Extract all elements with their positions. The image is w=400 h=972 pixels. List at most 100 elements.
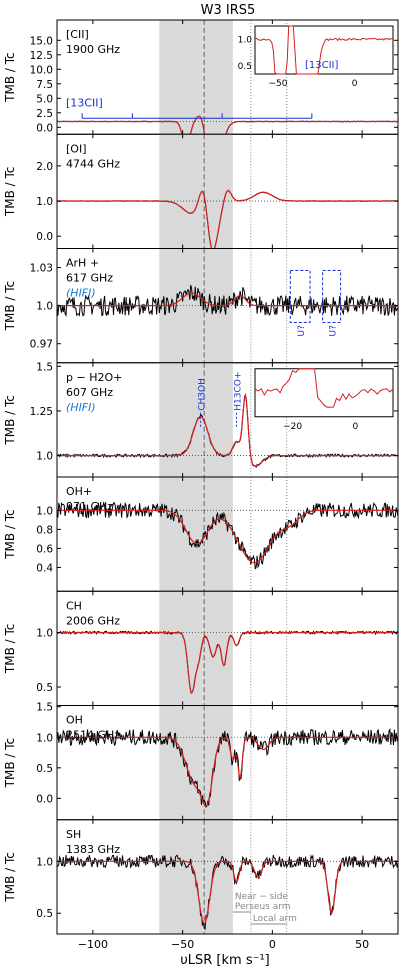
inset-x-tick-label: 0	[352, 422, 358, 432]
inset-x-tick-label: −50	[269, 79, 288, 89]
panel-7: 0.5 1.0 −100 −50 0 50 TMB / Tc SH 1383 GHz Near −…	[3, 819, 399, 951]
y-tick-label: 1.0	[36, 451, 53, 463]
species-label: [OI]	[66, 142, 87, 155]
y-tick-label: 0.0	[36, 231, 53, 243]
y-tick-label: 0.5	[36, 908, 53, 920]
shaded-velocity-band	[159, 705, 233, 820]
species-label: ArH +	[66, 257, 99, 270]
y-tick-label: 0.5	[36, 682, 53, 694]
y-tick-label: 1.0	[36, 732, 53, 744]
panel-plot-area	[57, 819, 398, 934]
y-axis-label: TMB / Tc	[3, 738, 17, 788]
shaded-velocity-band	[159, 819, 233, 934]
y-tick-label: 1.5	[36, 361, 53, 373]
y-tick-label: 0.4	[36, 562, 53, 574]
y-tick-label: 1.0	[36, 301, 53, 313]
y-tick-label: 1.0	[36, 628, 53, 640]
instrument-label: (HIFI)	[66, 287, 96, 300]
model-fit-line	[57, 631, 398, 695]
frequency-label: 971 GHz	[66, 500, 113, 513]
y-tick-label: 0.5	[36, 763, 53, 775]
y-axis-label: TMB / Tc	[3, 852, 17, 902]
arm-label: Perseus arm	[235, 902, 291, 912]
frequency-label: 4744 GHz	[66, 157, 120, 170]
line-mark-label: H13CO+	[233, 372, 243, 411]
y-tick-label: 12.5	[30, 50, 53, 62]
x-axis-label: υLSR [km s⁻¹]	[180, 953, 270, 968]
x-tick-label: −100	[78, 938, 108, 951]
species-label: OH	[66, 714, 83, 727]
y-axis-label: TMB / Tc	[3, 395, 17, 445]
inset-x-tick-label: −20	[283, 422, 302, 432]
y-tick-label: 1.0	[36, 505, 53, 517]
frequency-label: 2006 GHz	[66, 614, 120, 627]
y-tick-label: 2.0	[36, 161, 53, 173]
y-tick-label: 5.0	[36, 93, 53, 105]
inset-frame	[254, 368, 394, 418]
panel-plot-area	[57, 591, 398, 706]
species-label: OH+	[66, 485, 92, 498]
model-fit-line	[57, 860, 398, 925]
panel-1: 0.0 1.0 2.0 TMB / Tc [OI] 4744 GHz	[3, 133, 399, 249]
unknown-feature-label: U?	[329, 325, 339, 337]
instrument-label: (HIFI)	[66, 401, 96, 414]
shaded-velocity-band	[159, 477, 233, 592]
unknown-feature-label: U?	[297, 325, 307, 337]
model-fit-line	[57, 292, 398, 307]
inset-x-tick-label: 0	[352, 79, 358, 89]
inset-spectrum-line	[254, 25, 394, 75]
panels-group: 0.0 2.5 5.0 7.5 10.0 12.5 15.0 TMB / Tc [CII] 190…	[3, 19, 399, 951]
y-tick-label: 7.5	[36, 79, 53, 91]
y-tick-label: 1.0	[36, 196, 53, 208]
panel-6: 0.0 0.5 1.0 1.5 TMB / Tc OH 2514 GHz	[3, 702, 399, 821]
panel-0: 0.0 2.5 5.0 7.5 10.0 12.5 15.0 TMB / Tc [CII] 190…	[3, 19, 399, 135]
inset-panel: −20 0	[254, 368, 394, 432]
arm-label: Local arm	[253, 914, 297, 924]
y-tick-label: 0.0	[36, 793, 53, 805]
y-tick-label: 15.0	[30, 35, 53, 47]
species-label: p − H2O+	[66, 371, 122, 384]
unknown-feature-box	[289, 270, 311, 323]
panel-plot-area	[57, 477, 398, 592]
panel-4: 0.4 0.6 0.8 1.0 TMB / Tc OH+ 971 GHz	[3, 476, 399, 592]
inset-y-tick-label: 1.0	[238, 35, 253, 45]
y-axis-label: TMB / Tc	[3, 167, 17, 217]
panel-2: 0.97 1.0 1.03 TMB / Tc ArH + 617 GHz (HIFI) U? U…	[3, 248, 399, 364]
observed-spectrum-line	[57, 501, 398, 570]
y-tick-label: 0.97	[30, 339, 53, 351]
panel-plot-area	[57, 705, 398, 820]
y-tick-label: 0.0	[36, 122, 53, 134]
frequency-label: 1900 GHz	[66, 43, 120, 56]
y-tick-label: 1.5	[36, 702, 53, 714]
inset-y-tick-label: 0.5	[238, 62, 252, 72]
shaded-velocity-band	[159, 20, 233, 135]
species-label: CH	[66, 599, 82, 612]
panel-plot-area	[57, 20, 398, 135]
shaded-velocity-band	[159, 134, 233, 249]
model-fit-line	[57, 189, 398, 249]
model-fit-line	[57, 115, 398, 135]
shaded-velocity-band	[159, 362, 233, 477]
model-fit-line	[57, 393, 398, 467]
species-label: SH	[66, 828, 81, 841]
inset-frame	[254, 25, 394, 75]
y-tick-label: 1.0	[36, 856, 53, 868]
inset-panel: −50 0 0.5 1.0 [13CII]	[238, 25, 394, 89]
frequency-label: 617 GHz	[66, 272, 113, 285]
line-mark-label: CH3OH	[198, 378, 208, 411]
frequency-label: 2514 GHz	[66, 729, 120, 742]
y-axis-label: TMB / Tc	[3, 281, 17, 331]
y-axis-label: TMB / Tc	[3, 509, 17, 559]
x-tick-label: 0	[269, 938, 276, 951]
model-fit-line	[57, 736, 398, 807]
model-fit-line	[57, 509, 398, 564]
y-tick-label: 1.03	[30, 263, 53, 275]
panel-frame	[56, 819, 399, 935]
observed-spectrum-line	[57, 728, 398, 809]
y-tick-label: 1.25	[30, 406, 53, 418]
arm-label: Near − side	[235, 892, 289, 902]
x-tick-label: −50	[171, 938, 194, 951]
panel-5: 0.5 1.0 TMB / Tc CH 2006 GHz	[3, 590, 399, 706]
y-tick-label: 2.5	[36, 108, 53, 120]
